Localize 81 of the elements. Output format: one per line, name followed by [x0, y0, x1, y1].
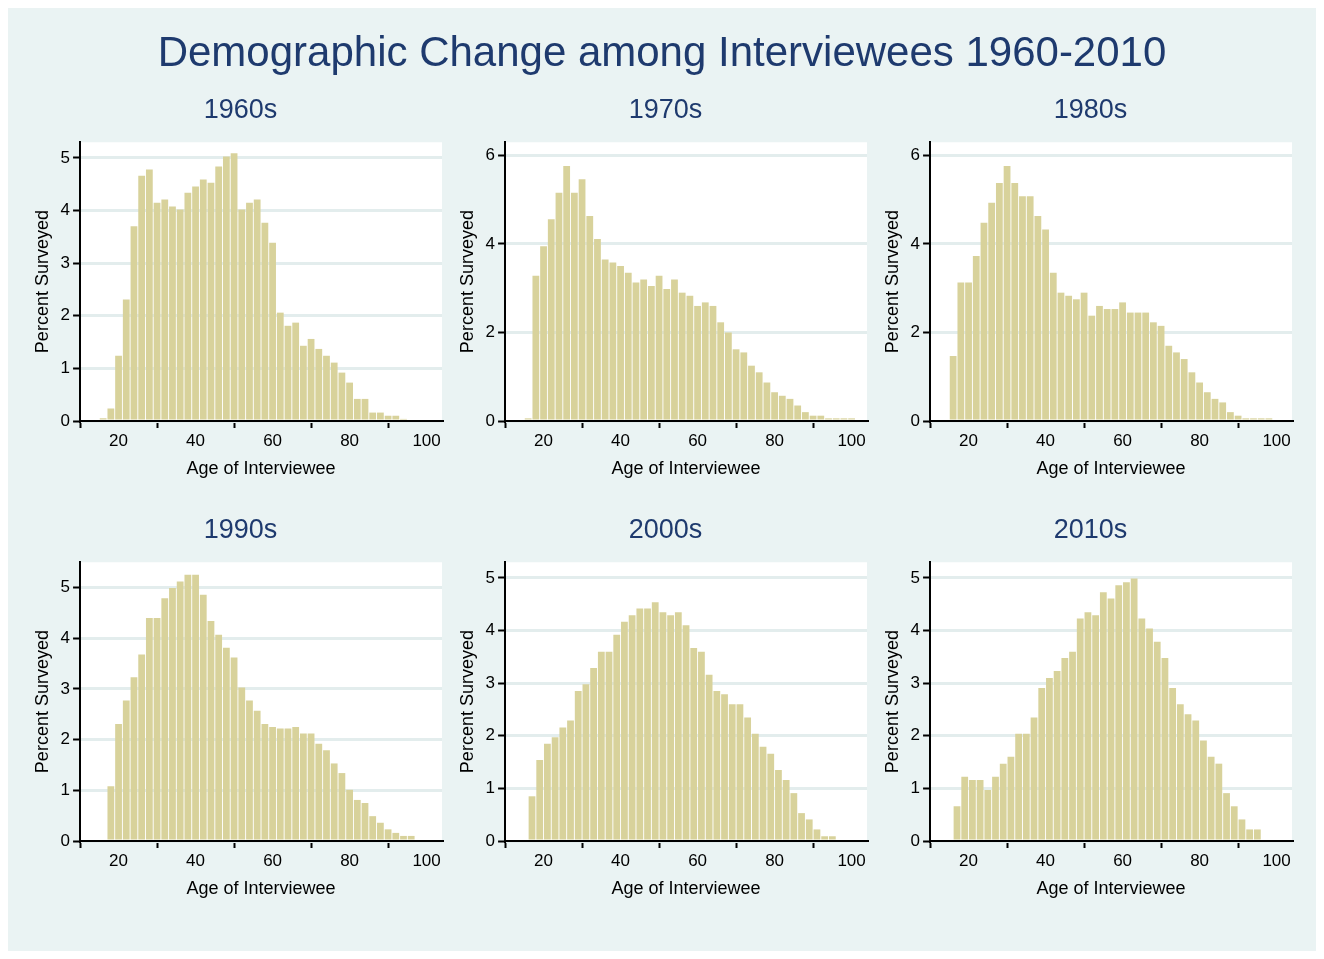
y-tick-label: 2 [60, 305, 71, 325]
y-axis-title: Percent Surveyed [881, 210, 902, 354]
x-tick-label: 20 [534, 430, 554, 450]
chart-title: 1990s [202, 514, 279, 545]
chart-title: 1980s [1052, 94, 1129, 125]
x-tick-label: 80 [765, 430, 785, 450]
y-tick-label: 0 [60, 830, 71, 850]
y-axis-title: Percent Surveyed [881, 630, 902, 774]
y-axis-title: Percent Surveyed [31, 210, 52, 354]
y-tick-label: 5 [910, 567, 921, 587]
x-tick-label: 40 [611, 850, 631, 870]
x-tick-label: 60 [263, 430, 283, 450]
x-axis-title: Age of Interviewee [1036, 458, 1186, 479]
y-tick-label: 0 [910, 830, 921, 850]
x-tick-label: 40 [611, 430, 631, 450]
y-tick-label: 0 [910, 410, 921, 430]
y-tick-label: 3 [60, 678, 71, 698]
x-tick-label: 60 [1113, 850, 1133, 870]
x-tick-label: 60 [688, 850, 708, 870]
chart-title: 1970s [627, 94, 704, 125]
x-axis-title: Age of Interviewee [186, 458, 336, 479]
x-tick-label: 40 [1036, 850, 1056, 870]
y-tick-label: 2 [910, 725, 921, 745]
x-tick-label: 20 [109, 430, 129, 450]
y-axis-title: Percent Surveyed [456, 630, 477, 774]
x-tick-label: 60 [263, 850, 283, 870]
x-tick-label: 20 [959, 850, 979, 870]
text: Demographic Change among Interviewees 1960-2010 [156, 27, 1168, 77]
y-tick-label: 5 [60, 577, 71, 597]
x-tick-label: 40 [1036, 430, 1056, 450]
y-tick-label: 0 [485, 830, 496, 850]
x-tick-label: 40 [186, 430, 206, 450]
x-tick-label: 60 [688, 430, 708, 450]
y-tick-label: 4 [910, 620, 921, 640]
y-tick-label: 2 [485, 322, 496, 342]
y-axis-title: Percent Surveyed [456, 210, 477, 354]
x-tick-label: 40 [186, 850, 206, 870]
x-tick-label: 100 [1262, 430, 1291, 450]
chart-title: 2010s [1052, 514, 1129, 545]
y-tick-label: 2 [910, 322, 921, 342]
x-axis-title: Age of Interviewee [186, 878, 336, 899]
x-tick-label: 100 [837, 850, 866, 870]
y-tick-label: 2 [485, 725, 496, 745]
x-tick-label: 80 [340, 430, 360, 450]
x-tick-label: 100 [412, 850, 441, 870]
y-tick-label: 1 [60, 780, 71, 799]
y-tick-label: 0 [60, 410, 71, 430]
x-tick-label: 80 [1190, 850, 1210, 870]
y-tick-label: 6 [910, 145, 921, 165]
y-tick-label: 4 [485, 233, 496, 253]
x-tick-label: 80 [765, 850, 785, 870]
y-tick-label: 2 [60, 729, 71, 749]
y-tick-label: 4 [60, 200, 71, 220]
y-tick-label: 1 [60, 358, 71, 378]
y-tick-label: 5 [485, 567, 496, 587]
x-axis-title: Age of Interviewee [611, 878, 761, 899]
x-tick-label: 100 [1262, 850, 1291, 870]
y-tick-label: 6 [485, 145, 496, 165]
x-axis-title: Age of Interviewee [611, 458, 761, 479]
chart-title: 1960s [202, 94, 279, 125]
y-axis-title: Percent Surveyed [31, 630, 52, 774]
y-tick-label: 3 [485, 672, 496, 692]
x-tick-label: 20 [959, 430, 979, 450]
x-tick-label: 60 [1113, 430, 1133, 450]
x-tick-label: 100 [837, 430, 866, 450]
y-tick-label: 4 [910, 233, 921, 253]
y-tick-label: 3 [910, 672, 921, 692]
y-tick-label: 0 [485, 410, 496, 430]
y-tick-label: 4 [60, 627, 71, 647]
x-tick-label: 20 [534, 850, 554, 870]
x-tick-label: 100 [412, 430, 441, 450]
x-axis-title: Age of Interviewee [1036, 878, 1186, 899]
chart-title: 2000s [627, 514, 704, 545]
y-tick-label: 3 [60, 252, 71, 272]
y-tick-label: 1 [485, 778, 496, 798]
x-tick-label: 20 [109, 850, 129, 870]
y-tick-label: 5 [60, 147, 71, 167]
x-tick-label: 80 [340, 850, 360, 870]
y-tick-label: 4 [485, 620, 496, 640]
x-tick-label: 80 [1190, 430, 1210, 450]
y-tick-label: 1 [910, 778, 921, 798]
